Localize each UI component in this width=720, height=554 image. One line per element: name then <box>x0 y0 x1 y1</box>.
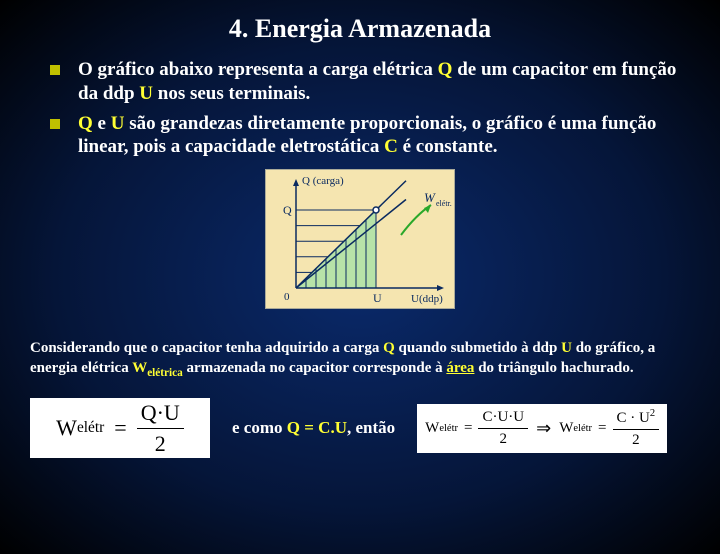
text-run: quando submetido à ddp <box>395 340 561 356</box>
text-run: nos seus terminais. <box>153 83 310 104</box>
text-run: O gráfico abaixo representa a carga elét… <box>78 59 438 80</box>
text-run: W <box>56 415 77 441</box>
text-run: W <box>132 360 147 376</box>
denominator: 2 <box>151 431 170 457</box>
denominator: 2 <box>496 431 512 448</box>
bullet-text: Q e U são grandezas diretamente proporci… <box>78 112 690 160</box>
svg-text:Q (carga): Q (carga) <box>302 175 344 187</box>
bullet-marker-icon <box>50 65 60 75</box>
highlight-area: área <box>446 360 474 376</box>
slide-title: 4. Energia Armazenada <box>0 14 720 44</box>
numerator: C · U2 <box>613 408 660 427</box>
denominator: 2 <box>628 432 644 449</box>
ecomo-text: e como Q = C.U, então <box>232 418 395 438</box>
highlight-q: Q <box>383 340 395 356</box>
subscript: elétr <box>439 423 458 434</box>
fraction: C · U2 2 <box>613 408 660 449</box>
svg-text:U(ddp): U(ddp) <box>411 293 443 305</box>
text-run: e como <box>232 418 287 437</box>
bullet-marker-icon <box>50 119 60 129</box>
bullet-list: O gráfico abaixo representa a carga elét… <box>50 58 690 159</box>
highlight-w: Welétrica <box>132 360 183 376</box>
bullet-item: Q e U são grandezas diretamente proporci… <box>50 112 690 160</box>
highlight-q: Q <box>438 59 453 80</box>
svg-text:elétr.: elétr. <box>436 199 452 208</box>
text-run: W <box>425 420 439 437</box>
highlight-u: U <box>111 113 125 134</box>
text-run: W <box>559 420 573 437</box>
formula-box-2a: Welétr = C·U·U 2 ⇒ Welétr = C · U2 2 <box>417 404 667 453</box>
highlight-eq: Q = C.U <box>287 418 347 437</box>
svg-text:U: U <box>373 291 382 305</box>
text-run: do triângulo hachurado. <box>474 360 633 376</box>
highlight-q: Q <box>78 113 93 134</box>
bullet-text: O gráfico abaixo representa a carga elét… <box>78 58 690 106</box>
text-run: , então <box>347 418 395 437</box>
chart-container: Q (carga) U(ddp) Q U 0 Welétr. <box>0 169 720 315</box>
highlight-u: U <box>139 83 153 104</box>
text-run: Considerando que o capacitor tenha adqui… <box>30 340 383 356</box>
fraction: C·U·U 2 <box>478 409 528 448</box>
note-paragraph: Considerando que o capacitor tenha adqui… <box>30 339 690 380</box>
svg-text:0: 0 <box>284 291 290 303</box>
subscript: elétr <box>573 423 592 434</box>
highlight-c: C <box>384 136 398 157</box>
highlight-u: U <box>561 340 572 356</box>
chart-svg: Q (carga) U(ddp) Q U 0 Welétr. <box>266 170 456 310</box>
subscript: elétr <box>77 419 104 437</box>
numerator: Q·U <box>137 400 184 426</box>
subscript: elétrica <box>147 367 183 379</box>
fraction: Q·U 2 <box>137 400 184 457</box>
formula-pair: Welétr = C·U·U 2 ⇒ Welétr = C · U2 2 <box>417 404 667 453</box>
svg-text:W: W <box>424 190 436 205</box>
arrow-icon: ⇒ <box>536 418 551 439</box>
text-run: armazenada no capacitor corresponde à <box>183 360 447 376</box>
text-run: é constante. <box>398 136 498 157</box>
formula-row: Welétr = Q·U 2 e como Q = C.U, então Wel… <box>30 398 690 458</box>
svg-text:Q: Q <box>283 203 292 217</box>
formula-box-1: Welétr = Q·U 2 <box>30 398 210 458</box>
text-run: e <box>93 113 111 134</box>
bullet-item: O gráfico abaixo representa a carga elét… <box>50 58 690 106</box>
text-run: são grandezas diretamente proporcionais,… <box>78 113 656 158</box>
qu-chart: Q (carga) U(ddp) Q U 0 Welétr. <box>265 169 455 309</box>
numerator: C·U·U <box>478 409 528 426</box>
